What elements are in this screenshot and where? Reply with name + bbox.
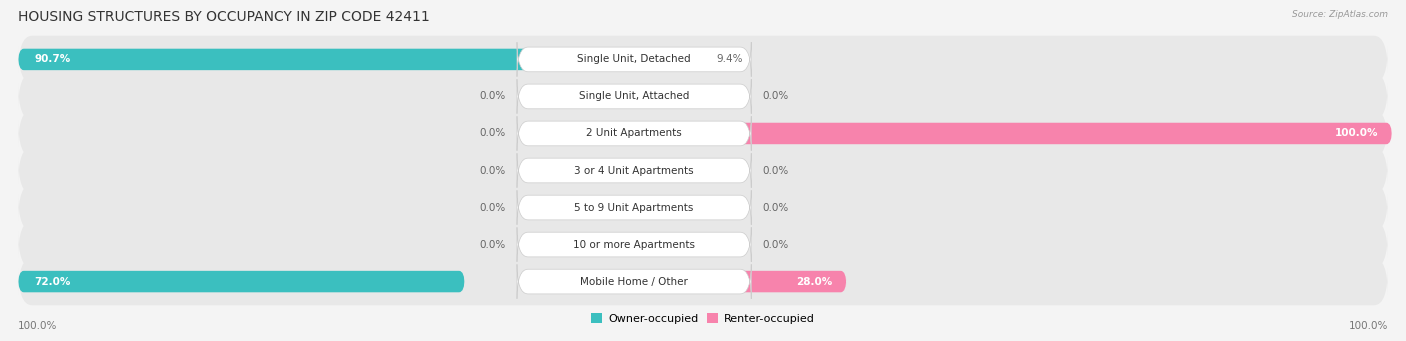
Text: Single Unit, Detached: Single Unit, Detached (578, 55, 690, 64)
Text: 100.0%: 100.0% (18, 321, 58, 331)
FancyBboxPatch shape (517, 190, 751, 225)
Text: 28.0%: 28.0% (796, 277, 832, 286)
Text: HOUSING STRUCTURES BY OCCUPANCY IN ZIP CODE 42411: HOUSING STRUCTURES BY OCCUPANCY IN ZIP C… (18, 10, 430, 24)
FancyBboxPatch shape (517, 264, 751, 299)
FancyBboxPatch shape (18, 221, 1388, 268)
Text: Single Unit, Attached: Single Unit, Attached (579, 91, 689, 102)
Text: 100.0%: 100.0% (1348, 321, 1388, 331)
Text: 3 or 4 Unit Apartments: 3 or 4 Unit Apartments (574, 165, 695, 176)
Text: 0.0%: 0.0% (479, 91, 506, 102)
FancyBboxPatch shape (517, 116, 751, 151)
Text: 0.0%: 0.0% (479, 203, 506, 212)
FancyBboxPatch shape (634, 49, 706, 70)
Text: 10 or more Apartments: 10 or more Apartments (574, 239, 695, 250)
FancyBboxPatch shape (18, 49, 581, 70)
Text: 2 Unit Apartments: 2 Unit Apartments (586, 129, 682, 138)
Text: Source: ZipAtlas.com: Source: ZipAtlas.com (1292, 10, 1388, 19)
FancyBboxPatch shape (18, 73, 1388, 120)
FancyBboxPatch shape (517, 79, 751, 114)
Text: 0.0%: 0.0% (479, 239, 506, 250)
Text: Mobile Home / Other: Mobile Home / Other (581, 277, 688, 286)
Text: 0.0%: 0.0% (762, 91, 789, 102)
FancyBboxPatch shape (634, 123, 1392, 144)
Legend: Owner-occupied, Renter-occupied: Owner-occupied, Renter-occupied (586, 309, 820, 328)
FancyBboxPatch shape (18, 258, 1388, 305)
Text: 0.0%: 0.0% (762, 203, 789, 212)
Text: 0.0%: 0.0% (479, 165, 506, 176)
FancyBboxPatch shape (18, 110, 1388, 157)
FancyBboxPatch shape (18, 184, 1388, 231)
Text: 100.0%: 100.0% (1334, 129, 1378, 138)
FancyBboxPatch shape (634, 271, 846, 292)
Text: 0.0%: 0.0% (762, 239, 789, 250)
FancyBboxPatch shape (18, 147, 1388, 194)
Text: 0.0%: 0.0% (479, 129, 506, 138)
FancyBboxPatch shape (18, 36, 1388, 83)
Text: 72.0%: 72.0% (35, 277, 72, 286)
Text: 0.0%: 0.0% (762, 165, 789, 176)
Text: 9.4%: 9.4% (717, 55, 742, 64)
FancyBboxPatch shape (517, 227, 751, 262)
FancyBboxPatch shape (517, 153, 751, 188)
FancyBboxPatch shape (18, 271, 464, 292)
FancyBboxPatch shape (517, 42, 751, 77)
Text: 90.7%: 90.7% (35, 55, 70, 64)
Text: 5 to 9 Unit Apartments: 5 to 9 Unit Apartments (575, 203, 693, 212)
